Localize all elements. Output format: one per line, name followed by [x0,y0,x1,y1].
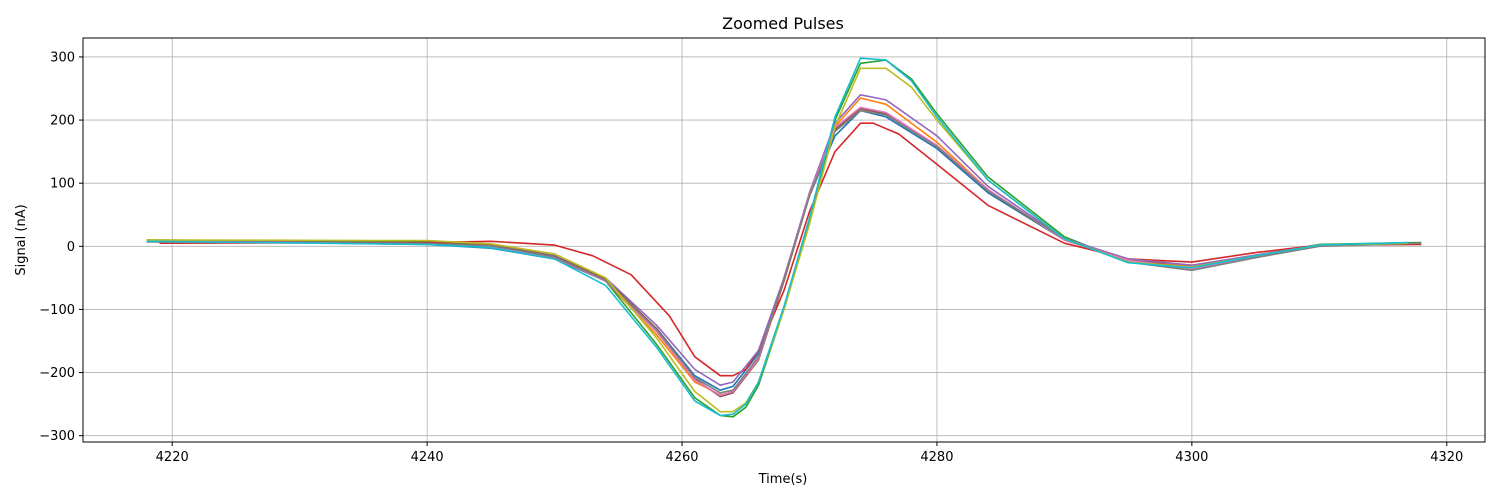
y-tick-label: −200 [39,366,75,381]
y-axis-label: Signal (nA) [14,204,29,275]
x-axis-ticks: 4220 4240 4260 4280 4300 4320 [156,442,1463,465]
x-axis-label: Time(s) [758,472,808,487]
series-line-10 [146,57,1409,417]
y-tick-label: 0 [67,240,75,255]
series-line-6 [146,107,1409,398]
x-tick-label: 4220 [156,450,189,465]
y-tick-label: 100 [50,177,75,192]
series-line-7 [146,106,1409,397]
chart-title: Zoomed Pulses [722,14,844,33]
x-tick-label: 4320 [1430,450,1463,465]
y-tick-label: 200 [50,114,75,129]
y-axis-ticks: −300 −200 −100 0 100 200 300 [39,50,83,444]
x-tick-label: 4260 [665,450,698,465]
x-tick-label: 4300 [1175,450,1208,465]
x-tick-label: 4280 [920,450,953,465]
y-tick-label: −100 [39,303,75,318]
series-line-1 [146,109,1409,392]
y-tick-label: 300 [50,50,75,65]
series-line-8 [146,109,1422,394]
series-line-4 [159,122,1422,377]
series-group [146,57,1422,418]
y-tick-label: −300 [39,429,75,444]
plot-frame [82,37,1486,443]
x-tick-label: 4240 [411,450,444,465]
series-line-3 [146,59,1422,418]
